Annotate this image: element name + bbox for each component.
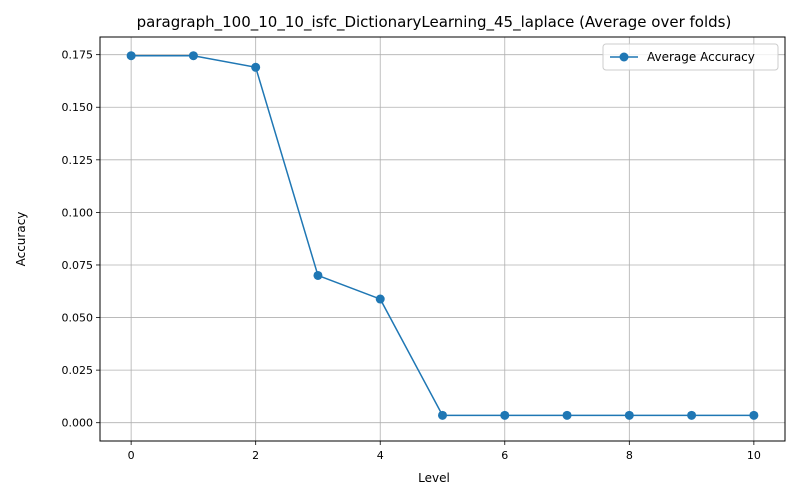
x-tick-label: 10 <box>747 449 761 462</box>
y-tick-label: 0.075 <box>62 259 94 272</box>
legend-marker <box>619 52 629 62</box>
grid <box>100 37 785 441</box>
data-point <box>126 51 136 61</box>
y-tick-label: 0.150 <box>62 101 94 114</box>
x-tick-label: 0 <box>128 449 135 462</box>
series-layer <box>126 51 759 420</box>
legend-label: Average Accuracy <box>647 50 755 64</box>
y-tick-label: 0.000 <box>62 417 94 430</box>
legend-box <box>602 43 779 71</box>
data-point <box>251 62 261 72</box>
data-point <box>500 410 510 420</box>
x-axis-label: Level <box>418 471 450 485</box>
y-tick-label: 0.100 <box>62 206 94 219</box>
data-point <box>749 410 759 420</box>
plot-frame <box>99 36 786 442</box>
chart-title: paragraph_100_10_10_isfc_DictionaryLearn… <box>137 13 732 32</box>
x-tick-label: 2 <box>252 449 259 462</box>
y-axis-label: Accuracy <box>14 212 28 267</box>
legend: Average Accuracy <box>602 43 779 71</box>
data-point <box>687 410 697 420</box>
data-point <box>313 270 323 280</box>
x-tick-label: 8 <box>626 449 633 462</box>
data-point <box>562 410 572 420</box>
series-line <box>131 54 754 417</box>
x-tick-label: 4 <box>377 449 384 462</box>
y-tick-label: 0.125 <box>62 154 94 167</box>
data-point <box>188 51 198 61</box>
data-point <box>375 294 385 304</box>
y-axis: 0.000 0.025 0.050 0.075 0.100 0.125 0.150 0.175 <box>62 49 100 430</box>
y-tick-label: 0.050 <box>62 312 94 325</box>
data-point <box>624 410 634 420</box>
x-axis: 0 2 4 6 8 10 <box>128 441 761 462</box>
x-tick-label: 6 <box>501 449 508 462</box>
y-tick-label: 0.025 <box>62 364 94 377</box>
data-point <box>438 410 447 420</box>
y-tick-label: 0.175 <box>62 49 94 62</box>
